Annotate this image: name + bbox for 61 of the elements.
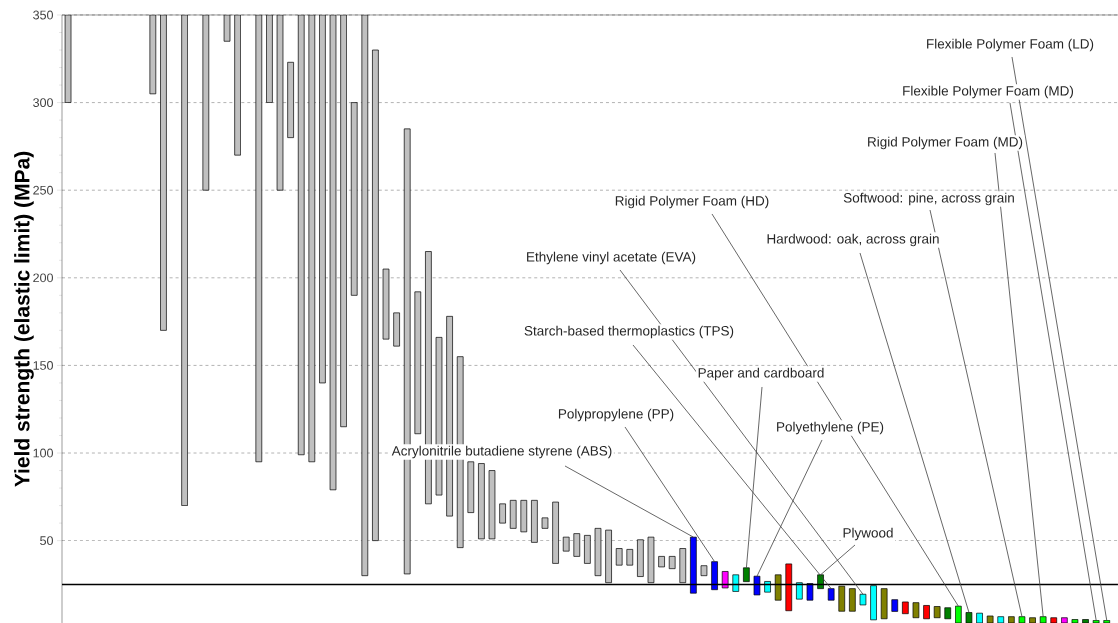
annotation: Rigid Polymer Foam (HD) <box>615 195 769 209</box>
bar <box>944 607 952 620</box>
bar <box>499 503 506 524</box>
annotation: Ethylene vinyl acetate (EVA) <box>527 251 696 265</box>
bar <box>902 601 909 615</box>
annotation: Rigid Polymer Foam (MD) <box>868 136 1023 150</box>
y-tick-label: 200 <box>33 273 53 283</box>
bar <box>509 499 517 529</box>
bar <box>743 567 750 582</box>
bar <box>562 536 570 552</box>
bar <box>573 533 581 557</box>
annotation: Polypropylene (PP) <box>558 408 674 422</box>
bar <box>287 61 294 138</box>
annotation: Softwood: pine, across grain <box>843 192 1014 206</box>
y-tick-label: 150 <box>33 360 53 370</box>
bar <box>584 535 591 564</box>
bar <box>849 588 856 612</box>
bar <box>1029 617 1036 623</box>
y-tick-label: 300 <box>33 98 53 108</box>
bar <box>393 312 400 347</box>
bar <box>637 539 644 577</box>
bar <box>827 588 835 601</box>
annotation: Flexible Polymer Foam (MD) <box>903 85 1074 99</box>
bar <box>594 528 602 577</box>
annotation: Polyethylene (PE) <box>777 421 884 435</box>
y-tick-label: 50 <box>40 536 53 546</box>
bar <box>488 470 496 540</box>
bar <box>615 548 623 566</box>
y-tick-label: 100 <box>33 448 53 458</box>
annotation: Flexible Polymer Foam (LD) <box>927 38 1094 52</box>
bar <box>859 593 867 606</box>
annotation: Acrylonitrile butadiene styrene (ABS) <box>391 445 612 459</box>
annotation: Paper and cardboard <box>698 367 824 381</box>
bar <box>668 556 676 570</box>
bar <box>1008 616 1015 623</box>
bar <box>372 49 379 541</box>
bar <box>700 565 708 577</box>
annotation: Starch-based thermoplastics (TPS) <box>524 325 734 339</box>
y-tick-label: 350 <box>33 10 53 20</box>
bar <box>891 599 899 612</box>
bar <box>933 606 941 619</box>
bar <box>478 463 485 540</box>
bar <box>923 605 930 620</box>
bar <box>467 461 475 513</box>
bar <box>350 102 358 296</box>
y-axis-title: Yield strength (elastic limit) (MPa) <box>14 151 34 487</box>
bar <box>552 501 559 564</box>
bar <box>382 268 390 340</box>
y-tick-label: 250 <box>33 185 53 195</box>
bar <box>541 517 549 529</box>
annotation: Hardwood: oak, across grain <box>767 233 939 247</box>
bar <box>414 291 422 435</box>
bar <box>520 499 528 533</box>
bar <box>658 556 665 568</box>
annotation: Plywood <box>843 527 893 541</box>
bar <box>531 499 538 543</box>
bar <box>1061 617 1068 623</box>
bar <box>1082 619 1089 623</box>
bar <box>880 588 888 620</box>
bar <box>912 602 920 619</box>
bar <box>626 549 634 566</box>
